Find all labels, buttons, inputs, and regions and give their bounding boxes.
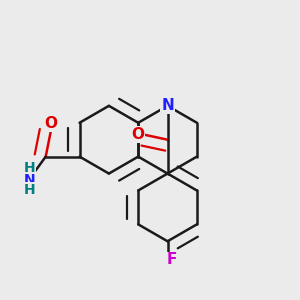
Text: N: N bbox=[161, 98, 174, 113]
Text: F: F bbox=[167, 252, 177, 267]
Text: O: O bbox=[131, 127, 145, 142]
Text: H: H bbox=[23, 161, 35, 175]
Text: N: N bbox=[23, 173, 35, 187]
Text: O: O bbox=[44, 116, 57, 131]
Text: H: H bbox=[23, 183, 35, 197]
